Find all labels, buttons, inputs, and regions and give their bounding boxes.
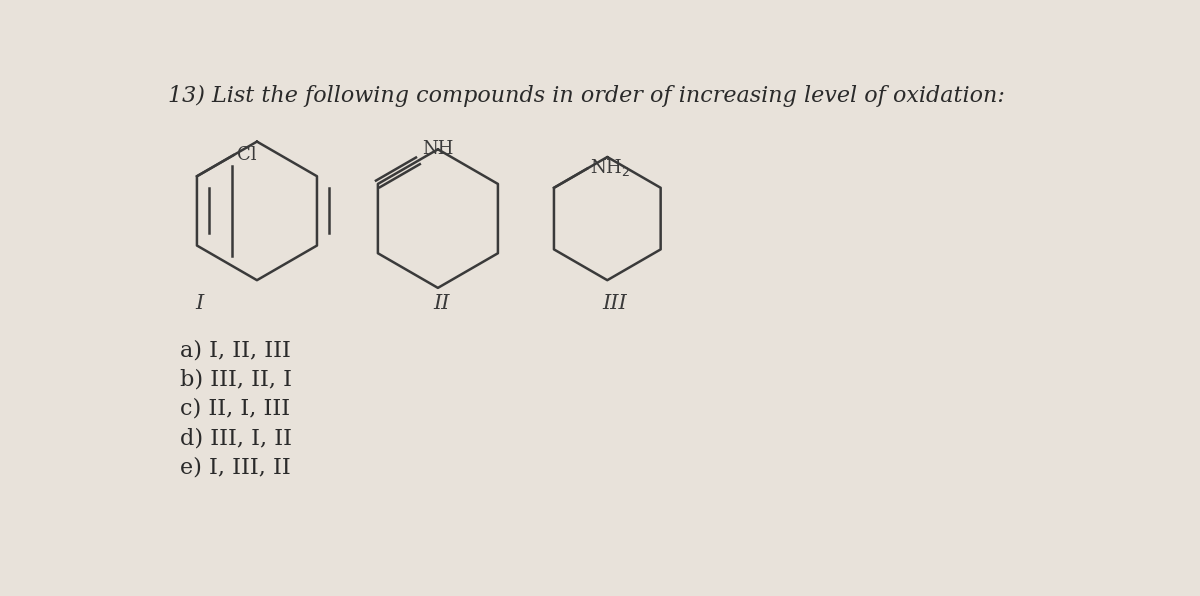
Text: a) I, II, III: a) I, II, III [180, 340, 290, 362]
Text: II: II [433, 294, 450, 313]
Text: e) I, III, II: e) I, III, II [180, 457, 290, 479]
Text: c) II, I, III: c) II, I, III [180, 398, 290, 420]
Text: I: I [196, 294, 203, 313]
Text: NH$_2$: NH$_2$ [590, 157, 631, 178]
Text: 13) List the following compounds in order of increasing level of oxidation:: 13) List the following compounds in orde… [168, 85, 1006, 107]
Text: III: III [602, 294, 628, 313]
Text: d) III, I, II: d) III, I, II [180, 427, 292, 449]
Text: NH: NH [421, 139, 454, 158]
Text: Cl: Cl [236, 146, 257, 164]
Text: b) III, II, I: b) III, II, I [180, 369, 292, 391]
